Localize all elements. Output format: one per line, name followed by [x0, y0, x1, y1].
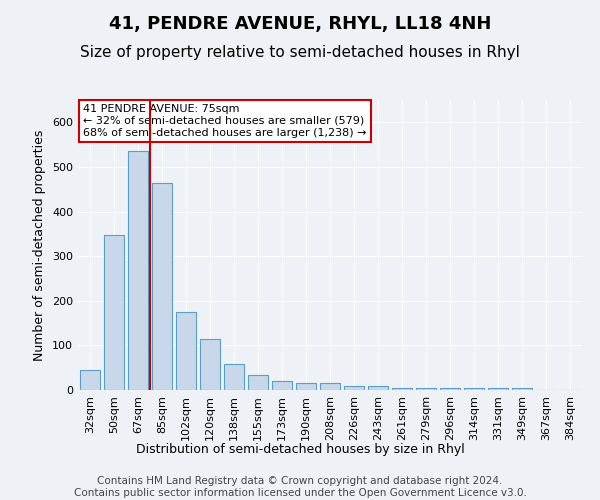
Text: Contains HM Land Registry data © Crown copyright and database right 2024.
Contai: Contains HM Land Registry data © Crown c…: [74, 476, 526, 498]
Bar: [320, 384, 340, 390]
Bar: [128, 152, 148, 390]
Bar: [296, 384, 316, 390]
Bar: [440, 388, 460, 390]
Bar: [416, 388, 436, 390]
Text: 41 PENDRE AVENUE: 75sqm
← 32% of semi-detached houses are smaller (579)
68% of s: 41 PENDRE AVENUE: 75sqm ← 32% of semi-de…: [83, 104, 367, 138]
Y-axis label: Number of semi-detached properties: Number of semi-detached properties: [34, 130, 46, 360]
Text: Size of property relative to semi-detached houses in Rhyl: Size of property relative to semi-detach…: [80, 45, 520, 60]
Bar: [392, 388, 412, 390]
Text: Distribution of semi-detached houses by size in Rhyl: Distribution of semi-detached houses by …: [136, 442, 464, 456]
Bar: [152, 182, 172, 390]
Bar: [464, 388, 484, 390]
Bar: [488, 388, 508, 390]
Bar: [248, 376, 268, 390]
Bar: [104, 234, 124, 390]
Bar: [344, 386, 364, 390]
Bar: [80, 370, 100, 390]
Text: 41, PENDRE AVENUE, RHYL, LL18 4NH: 41, PENDRE AVENUE, RHYL, LL18 4NH: [109, 15, 491, 33]
Bar: [176, 312, 196, 390]
Bar: [512, 388, 532, 390]
Bar: [200, 338, 220, 390]
Bar: [272, 381, 292, 390]
Bar: [368, 386, 388, 390]
Bar: [224, 364, 244, 390]
